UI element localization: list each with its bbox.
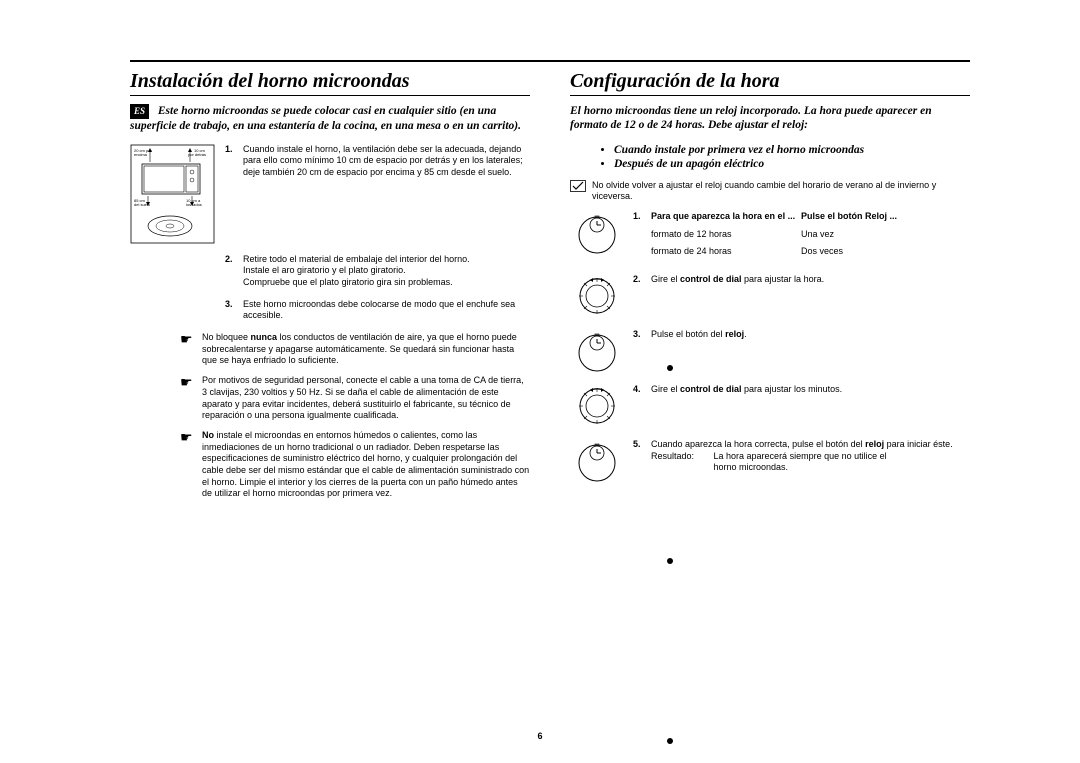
step-number: 2. xyxy=(633,274,651,284)
table-cell: Dos veces xyxy=(801,246,970,258)
step-number: 1. xyxy=(225,144,243,154)
language-tag: ES xyxy=(130,104,149,119)
step-number: 3. xyxy=(633,329,651,339)
microwave-clearance-diagram: 20 cm por encima 10 cm por detrás 85 cm … xyxy=(130,144,215,244)
clock-step-1: 1. Para que aparezca la hora en el ... P… xyxy=(570,211,970,264)
clock-button-icon xyxy=(570,329,625,374)
pointer-icon: ☛ xyxy=(180,430,202,444)
dst-reminder: No olvide volver a ajustar el reloj cuan… xyxy=(570,180,970,203)
left-column: Instalación del horno microondas ES Este… xyxy=(130,70,530,508)
bullet-item: Después de un apagón eléctrico xyxy=(614,157,970,171)
check-icon xyxy=(570,180,592,195)
clock-set-conditions: Cuando instale por primera vez el horno … xyxy=(600,143,970,172)
dial-icon xyxy=(570,274,625,319)
step-number: 1. xyxy=(633,211,651,221)
step-text: Cuando aparezca la hora correcta, pulse … xyxy=(651,439,970,474)
right-title: Configuración de la hora xyxy=(570,70,970,96)
clock-button-icon xyxy=(570,439,625,484)
table-cell: Una vez xyxy=(801,229,970,241)
warning-note-3: ☛ No instale el microondas en entornos h… xyxy=(180,430,530,500)
step-number: 5. xyxy=(633,439,651,449)
table-head-2: Pulse el botón Reloj ... xyxy=(801,211,970,223)
warning-note-2: ☛ Por motivos de seguridad personal, con… xyxy=(180,375,530,422)
clock-step-3: 3. Pulse el botón del reloj. xyxy=(570,329,970,374)
top-rule xyxy=(130,60,970,62)
right-column: Configuración de la hora El horno microo… xyxy=(570,70,970,508)
step-text: Gire el control de dial para ajustar los… xyxy=(651,384,970,396)
step-number: 2. xyxy=(225,254,243,264)
result-label: Resultado: xyxy=(651,451,711,463)
install-step-3: 3. Este horno microondas debe colocarse … xyxy=(225,299,530,322)
reminder-text: No olvide volver a ajustar el reloj cuan… xyxy=(592,180,970,203)
svg-text:encima: encima xyxy=(134,152,148,157)
clock-button-icon xyxy=(570,211,625,256)
table-cell: formato de 24 horas xyxy=(651,246,801,258)
step-text: Retire todo el material de embalaje del … xyxy=(243,254,530,289)
left-title: Instalación del horno microondas xyxy=(130,70,530,96)
svg-text:los lados: los lados xyxy=(186,202,202,207)
warning-note-1: ☛ No bloquee nunca los conductos de vent… xyxy=(180,332,530,367)
clock-step-2: 2. Gire el control de dial para ajustar … xyxy=(570,274,970,319)
step-text: Este horno microondas debe colocarse de … xyxy=(243,299,530,322)
left-intro: ES Este horno microondas se puede coloca… xyxy=(130,104,530,134)
svg-text:del suelo: del suelo xyxy=(134,202,151,207)
clock-step-4: 4. Gire el control de dial para ajustar … xyxy=(570,384,970,429)
page-number: 6 xyxy=(537,731,542,741)
step-number: 3. xyxy=(225,299,243,309)
result-text: La hora aparecerá siempre que no utilice… xyxy=(714,451,894,474)
step-text: Cuando instale el horno, la ventilación … xyxy=(243,144,530,179)
bullet-item: Cuando instale por primera vez el horno … xyxy=(614,143,970,157)
install-step-1: 20 cm por encima 10 cm por detrás 85 cm … xyxy=(130,144,530,244)
note-text: Por motivos de seguridad personal, conec… xyxy=(202,375,530,422)
note-text: No instale el microondas en entornos húm… xyxy=(202,430,530,500)
pointer-icon: ☛ xyxy=(180,375,202,389)
step-text: Pulse el botón del reloj. xyxy=(651,329,970,341)
step-text: Gire el control de dial para ajustar la … xyxy=(651,274,970,286)
svg-text:por detrás: por detrás xyxy=(188,152,206,157)
two-column-layout: Instalación del horno microondas ES Este… xyxy=(130,70,970,508)
table-cell: formato de 12 horas xyxy=(651,229,801,241)
table-head-1: Para que aparezca la hora en el ... xyxy=(651,211,801,223)
note-text: No bloquee nunca los conductos de ventil… xyxy=(202,332,530,367)
right-intro: El horno microondas tiene un reloj incor… xyxy=(570,104,970,133)
install-step-2: 2. Retire todo el material de embalaje d… xyxy=(225,254,530,289)
step-text: Para que aparezca la hora en el ... Puls… xyxy=(651,211,970,264)
dial-icon xyxy=(570,384,625,429)
clock-step-5: 5. Cuando aparezca la hora correcta, pul… xyxy=(570,439,970,484)
manual-page: Instalación del horno microondas ES Este… xyxy=(0,0,1080,763)
step-number: 4. xyxy=(633,384,651,394)
pointer-icon: ☛ xyxy=(180,332,202,346)
left-intro-text: Este horno microondas se puede colocar c… xyxy=(130,105,521,132)
